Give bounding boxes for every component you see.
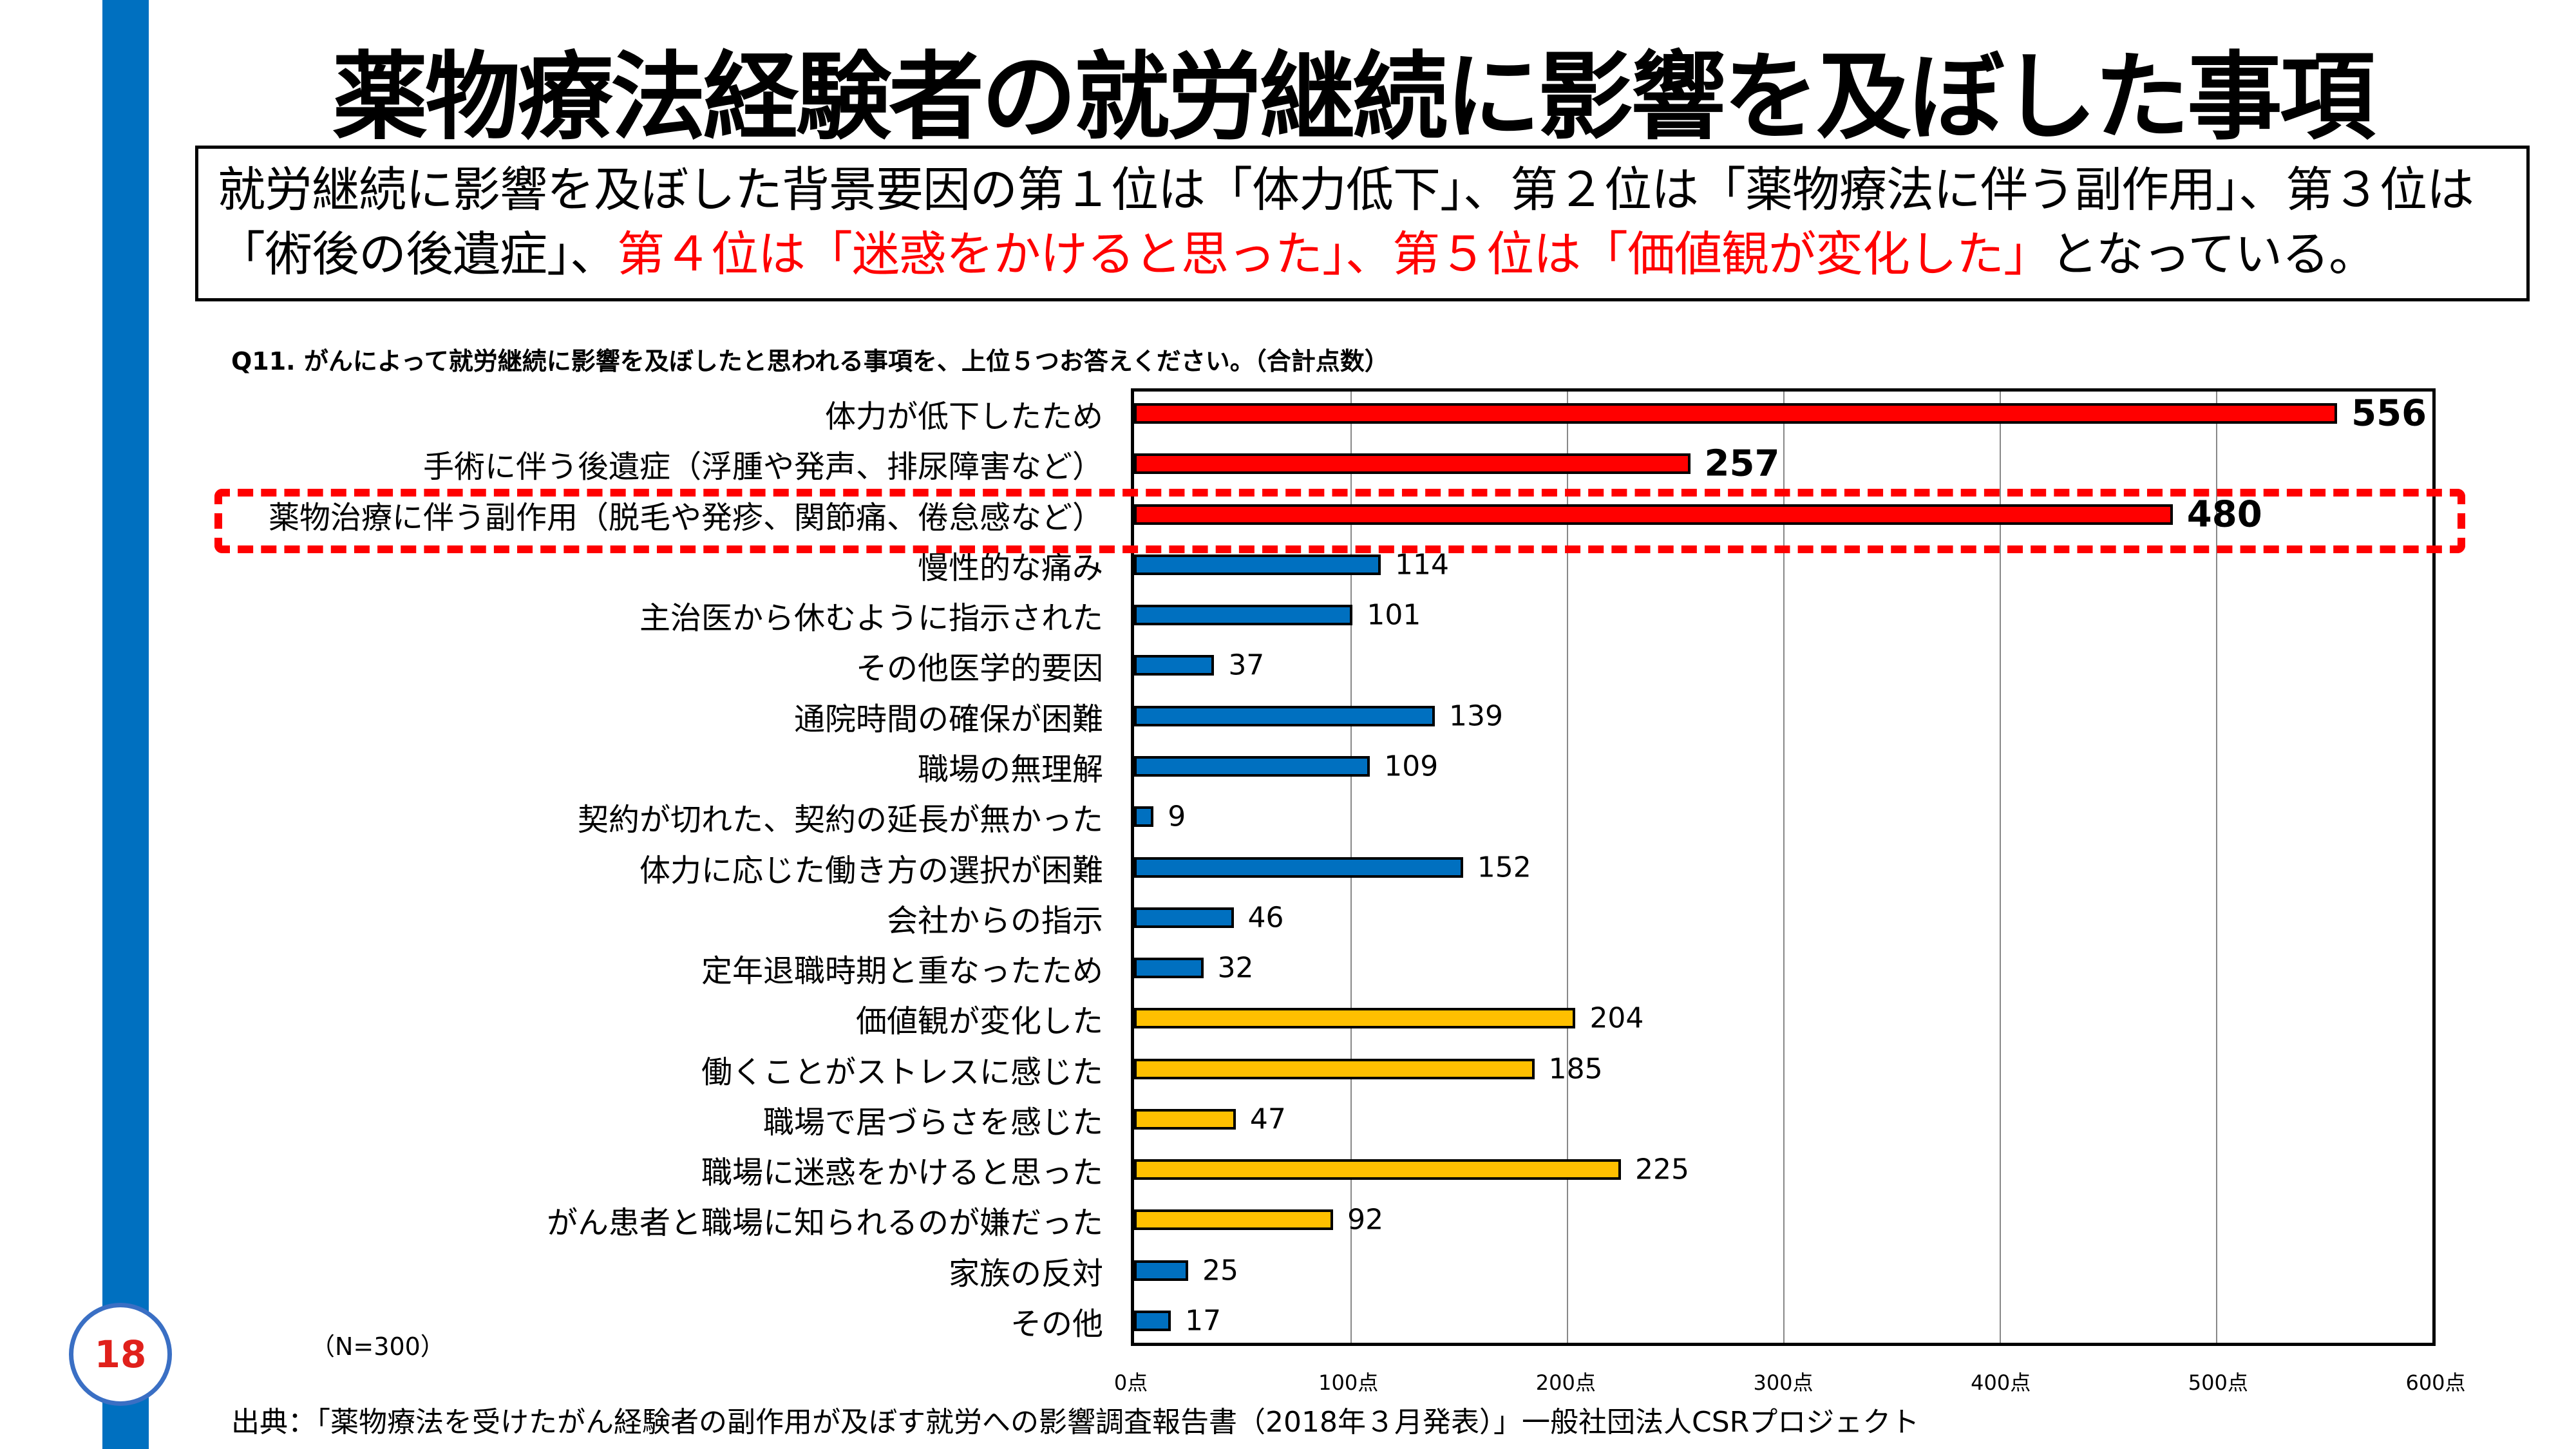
bar bbox=[1134, 755, 1370, 777]
category-label: その他 bbox=[1010, 1305, 1103, 1342]
bar bbox=[1134, 1108, 1236, 1130]
bar bbox=[1134, 605, 1353, 626]
category-label: 手術に伴う後遺症（浮腫や発声、排尿障害など） bbox=[422, 449, 1103, 486]
bar bbox=[1134, 453, 1690, 475]
bar bbox=[1134, 655, 1215, 676]
x-tick-label: 200点 bbox=[1535, 1370, 1596, 1395]
category-label: 契約が切れた、契約の延長が無かった bbox=[577, 802, 1103, 838]
bar bbox=[1134, 857, 1463, 878]
plot-area bbox=[1131, 388, 2436, 1346]
gridline bbox=[1783, 392, 1785, 1343]
x-tick-label: 0点 bbox=[1113, 1370, 1148, 1395]
category-label: 家族の反対 bbox=[948, 1255, 1103, 1292]
category-label: 通院時間の確保が困難 bbox=[793, 701, 1103, 737]
category-label: 体力に応じた働き方の選択が困難 bbox=[639, 852, 1103, 889]
bar bbox=[1134, 1260, 1188, 1281]
bar bbox=[1134, 554, 1381, 575]
summary-text-end: となっている。 bbox=[2050, 227, 2376, 282]
bar bbox=[1134, 1310, 1171, 1331]
page-number: 18 bbox=[69, 1303, 172, 1406]
sidebar-accent bbox=[102, 0, 149, 1449]
category-label: 働くことがストレスに感じた bbox=[701, 1054, 1103, 1090]
category-label: 職場の無理解 bbox=[917, 751, 1103, 788]
bar bbox=[1134, 958, 1204, 979]
category-label: その他医学的要因 bbox=[855, 650, 1103, 687]
bar bbox=[1134, 907, 1234, 928]
highlight-dashed-box bbox=[214, 489, 2465, 553]
bar bbox=[1134, 1159, 1621, 1180]
bar bbox=[1134, 1008, 1576, 1029]
category-label: 主治医から休むように指示された bbox=[639, 600, 1103, 637]
bar bbox=[1134, 403, 2338, 424]
x-tick-label: 100点 bbox=[1318, 1370, 1379, 1395]
category-label: 会社からの指示 bbox=[886, 902, 1103, 939]
category-label: 体力が低下したため bbox=[824, 399, 1103, 435]
category-label: 定年退職時期と重なったため bbox=[701, 953, 1103, 990]
sample-size-note: （N=300） bbox=[310, 1332, 445, 1361]
source-citation: 出典：「薬物療法を受けたがん経験者の副作用が及ぼす就労への影響調査報告書（201… bbox=[231, 1406, 1920, 1439]
gridline bbox=[2000, 392, 2001, 1343]
summary-text: 就労継続に影響を及ぼした背景要因の第１位は「体力低下」、第２位は「薬物療法に伴う… bbox=[218, 162, 2474, 282]
bar bbox=[1134, 705, 1435, 726]
x-tick-label: 300点 bbox=[1753, 1370, 1814, 1395]
bar bbox=[1134, 806, 1154, 828]
category-label: 職場に迷惑をかけると思った bbox=[701, 1155, 1103, 1191]
summary-highlight: 第４位は「迷惑をかけると思った」、第５位は「価値観が変化した」 bbox=[617, 227, 2051, 282]
gridline bbox=[1567, 392, 1568, 1343]
category-label: がん患者と職場に知られるのが嫌だった bbox=[546, 1205, 1103, 1242]
bar bbox=[1134, 1209, 1334, 1231]
gridline bbox=[2216, 392, 2217, 1343]
category-label: 職場で居づらさを感じた bbox=[762, 1104, 1103, 1141]
bar bbox=[1134, 1058, 1535, 1079]
bar bbox=[1134, 504, 2173, 525]
x-tick-label: 500点 bbox=[2188, 1370, 2248, 1395]
chart-title: Q11. がんによって就労継続に影響を及ぼしたと思われる事項を、上位５つお答えく… bbox=[231, 347, 1389, 375]
category-label: 価値観が変化した bbox=[855, 1003, 1103, 1040]
summary-box: 就労継続に影響を及ぼした背景要因の第１位は「体力低下」、第２位は「薬物療法に伴う… bbox=[195, 146, 2530, 301]
page-title: 薬物療法経験者の就労継続に影響を及ぼした事項 bbox=[332, 42, 2375, 153]
x-tick-label: 400点 bbox=[1971, 1370, 2031, 1395]
x-tick-label: 600点 bbox=[2405, 1370, 2466, 1395]
